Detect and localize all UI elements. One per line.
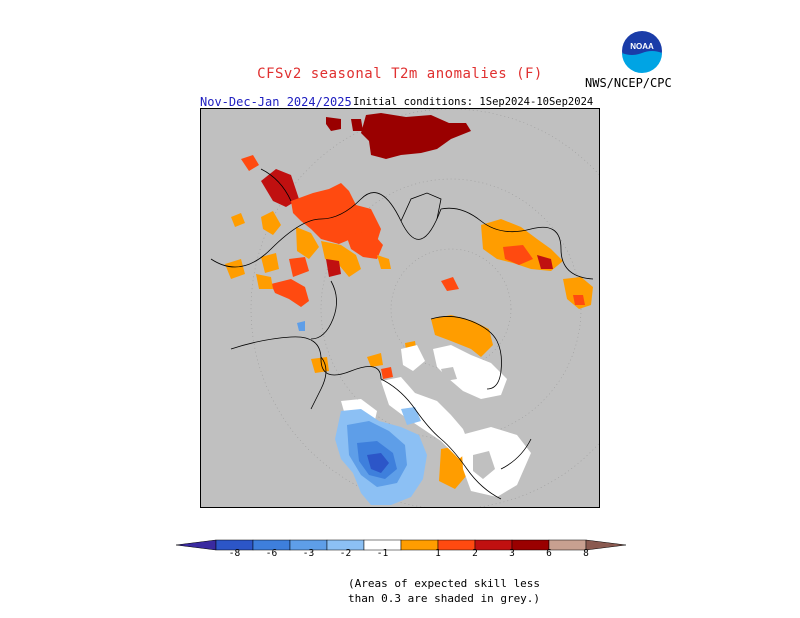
colorbar-arrow-high bbox=[585, 539, 627, 551]
noaa-logo-text: NOAA bbox=[630, 42, 654, 51]
colorbar-tick-label: 6 bbox=[546, 548, 552, 559]
skill-note-line-2: than 0.3 are shaded in grey.) bbox=[348, 592, 541, 605]
colorbar-swatch bbox=[437, 539, 476, 551]
colorbar-swatch bbox=[400, 539, 439, 551]
noaa-logo: NOAA bbox=[618, 27, 666, 75]
colorbar-swatch bbox=[511, 539, 550, 551]
colorbar-swatch bbox=[474, 539, 513, 551]
coastlines bbox=[210, 168, 594, 500]
colorbar-tick-label: 2 bbox=[472, 548, 478, 559]
organization-label: NWS/NCEP/CPC bbox=[585, 76, 672, 90]
season-label: Nov-Dec-Jan 2024/2025 bbox=[200, 95, 352, 109]
polar-map-canvas bbox=[210, 109, 599, 507]
graticule bbox=[250, 109, 599, 507]
warm-anomaly-asia bbox=[225, 155, 459, 307]
colorbar-swatch bbox=[548, 539, 587, 551]
colorbar-tick-label: -1 bbox=[376, 548, 389, 559]
colorbar-tick-label: -3 bbox=[302, 548, 315, 559]
colorbar-tick-label: 3 bbox=[509, 548, 515, 559]
no-skill-patches bbox=[441, 367, 495, 479]
colorbar-arrow-low bbox=[175, 539, 217, 551]
neutral-region bbox=[341, 345, 531, 497]
warm-anomaly-europe bbox=[481, 219, 593, 309]
cold-anomaly-north-america bbox=[297, 321, 427, 505]
initial-conditions-label: Initial conditions: 1Sep2024-10Sep2024 bbox=[353, 96, 594, 108]
colorbar-tick-label: 1 bbox=[435, 548, 441, 559]
colorbar-tick-label: 8 bbox=[583, 548, 589, 559]
chart-title: CFSv2 seasonal T2m anomalies (F) bbox=[257, 66, 543, 82]
skill-note: (Areas of expected skill less than 0.3 a… bbox=[348, 576, 540, 606]
colorbar-tick-label: -2 bbox=[339, 548, 352, 559]
polar-map bbox=[200, 108, 600, 508]
warm-anomaly-siberia bbox=[326, 113, 471, 159]
colorbar bbox=[175, 535, 627, 559]
colorbar-tick-label: -8 bbox=[228, 548, 241, 559]
colorbar-tick-label: -6 bbox=[265, 548, 278, 559]
skill-note-line-1: (Areas of expected skill less bbox=[348, 577, 541, 590]
